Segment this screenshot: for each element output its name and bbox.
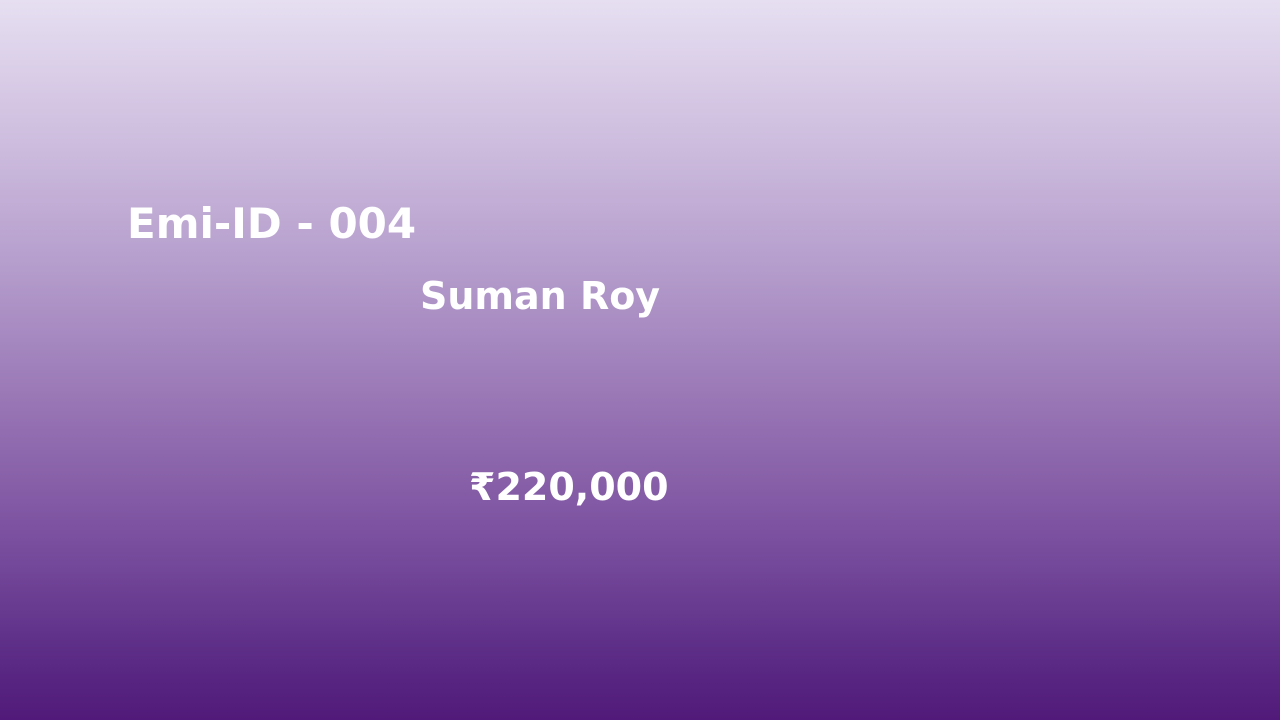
- emi-amount: ₹220,000: [469, 465, 669, 509]
- customer-name: Suman Roy: [420, 274, 661, 318]
- emi-id-label: Emi-ID - 004: [127, 199, 417, 248]
